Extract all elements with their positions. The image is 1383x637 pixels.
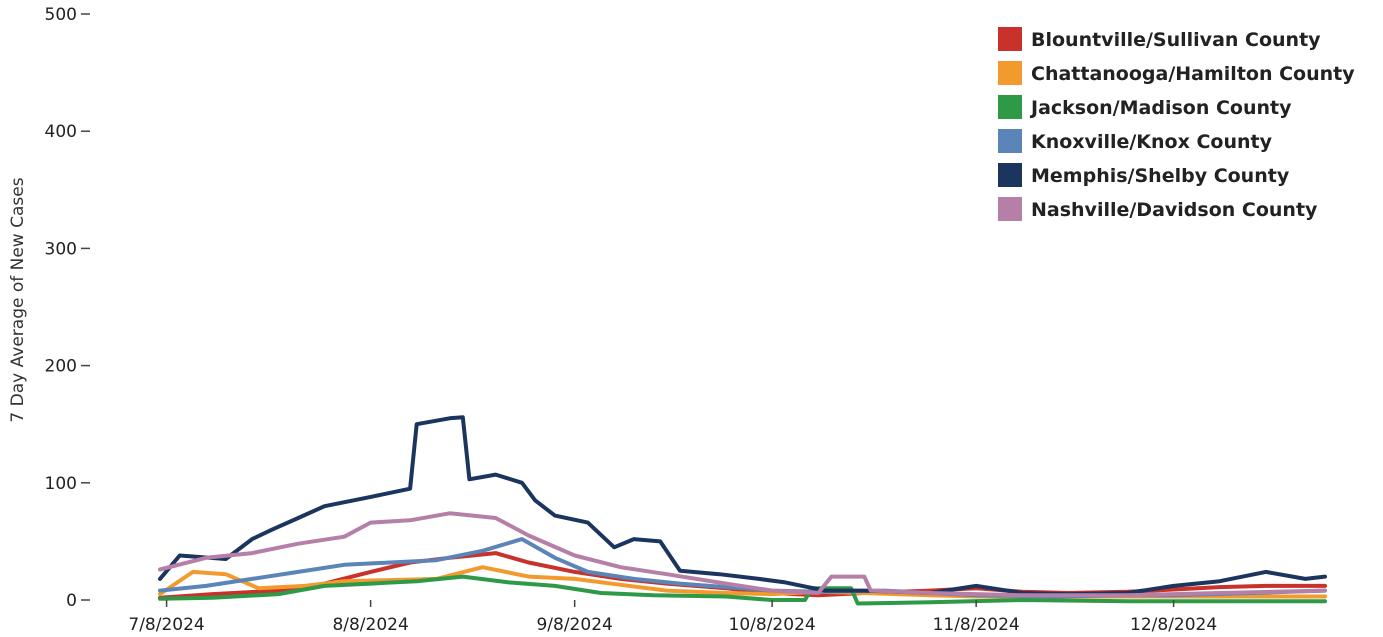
x-tick-label: 9/8/2024 (536, 615, 612, 635)
y-tick-label: 500 (45, 5, 77, 25)
y-tick-label: 400 (45, 122, 77, 142)
y-tick-label: 100 (45, 474, 77, 494)
legend-swatch (998, 129, 1022, 153)
legend-label: Blountville/Sullivan County (1031, 29, 1321, 51)
x-tick-label: 7/8/2024 (128, 615, 204, 635)
series-line-nashville-davidson-county (158, 511, 1327, 598)
plot-area (158, 415, 1327, 606)
legend-swatch (998, 27, 1022, 51)
legend-label: Chattanooga/Hamilton County (1031, 63, 1355, 85)
legend-label: Jackson/Madison County (1029, 97, 1292, 119)
legend: Blountville/Sullivan County Chattanooga/H… (998, 27, 1355, 221)
legend-swatch (998, 197, 1022, 221)
x-axis: 7/8/2024 8/8/2024 9/8/2024 10/8/2024 11/8/20… (128, 600, 1217, 635)
x-tick-label: 8/8/2024 (332, 615, 408, 635)
x-tick-label: 10/8/2024 (729, 615, 816, 635)
y-axis: 0 100 200 300 400 500 (45, 5, 90, 611)
y-tick-label: 300 (45, 239, 77, 259)
y-axis-title: 7 Day Average of New Cases (8, 177, 28, 422)
legend-swatch (998, 61, 1022, 85)
legend-label: Knoxville/Knox County (1031, 131, 1273, 153)
x-tick-label: 12/8/2024 (1130, 615, 1217, 635)
x-tick-label: 11/8/2024 (933, 615, 1020, 635)
legend-label: Memphis/Shelby County (1031, 165, 1290, 187)
legend-label: Nashville/Davidson County (1031, 199, 1318, 221)
y-tick-label: 200 (45, 357, 77, 377)
y-tick-label: 0 (66, 591, 77, 611)
legend-swatch (998, 95, 1022, 119)
legend-swatch (998, 163, 1022, 187)
